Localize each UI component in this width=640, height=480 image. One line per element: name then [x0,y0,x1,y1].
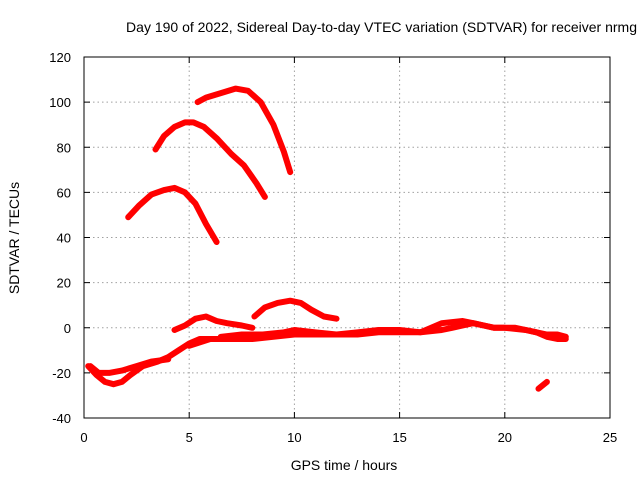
series-arc-1 [194,85,294,176]
y-tick-label: 20 [57,276,71,291]
y-tick-label: 100 [49,95,71,110]
series-layer [85,85,569,392]
y-tick-label: 60 [57,185,71,200]
x-axis-label: GPS time / hours [291,457,398,473]
x-tick-label: 25 [603,430,617,445]
y-tick-label: 80 [57,140,71,155]
x-tick-label: 15 [392,430,406,445]
series-arc-5 [171,313,256,333]
y-axis-label: SDTVAR / TECUs [6,182,22,294]
axis-layer: 0 5 10 15 20 25 -40 -20 0 20 40 60 80 100 120 [49,50,617,445]
series-arc-9 [217,318,569,340]
chart-title: Day 190 of 2022, Sidereal Day-to-day VTE… [126,19,637,35]
y-tick-label: -20 [52,366,71,381]
series-arc-3 [125,184,220,245]
y-tick-label: -40 [52,411,71,426]
grid-layer [84,57,610,418]
x-tick-label: 5 [186,430,193,445]
y-tick-label: 120 [49,50,71,65]
y-tick-label: 0 [64,321,71,336]
x-tick-label: 10 [287,430,301,445]
series-arc-10 [535,378,550,392]
series-arc-7 [87,356,172,376]
series-arc-4 [251,297,340,322]
x-tick-label: 20 [498,430,512,445]
x-tick-label: 0 [80,430,87,445]
y-tick-label: 40 [57,231,71,246]
series-arc-2 [152,119,268,200]
